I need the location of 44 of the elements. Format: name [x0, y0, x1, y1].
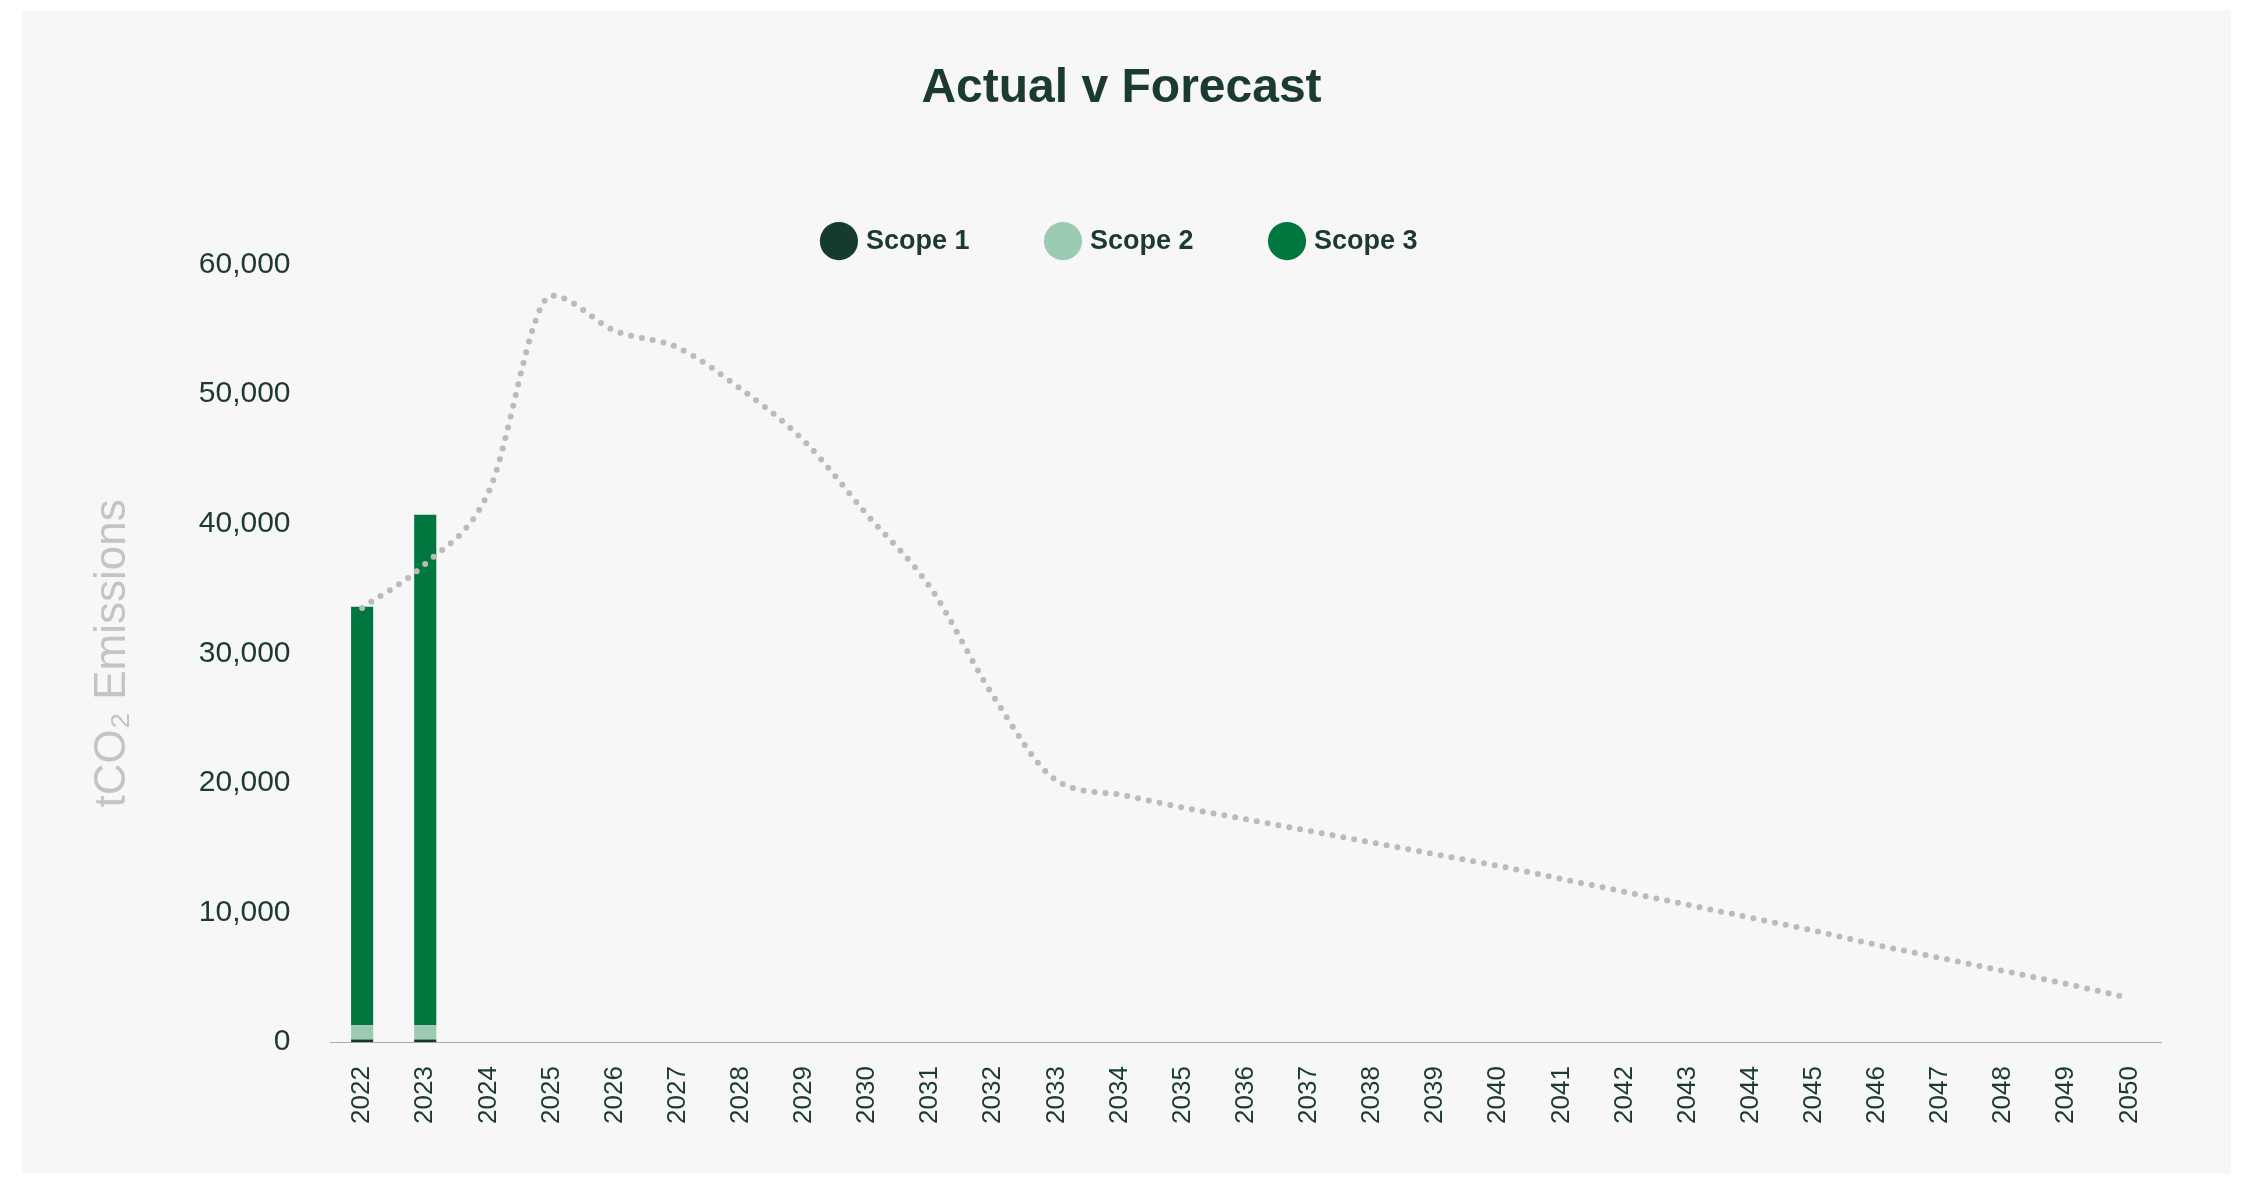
y-tick-label: 60,000 [198, 245, 291, 279]
x-tick-label: 2030 [850, 1066, 881, 1124]
x-tick-label: 2042 [1607, 1066, 1638, 1124]
x-tick-label: 2039 [1418, 1066, 1449, 1124]
x-tick-label: 2048 [1986, 1066, 2017, 1124]
y-tick-label: 0 [273, 1023, 291, 1057]
x-tick-label: 2022 [345, 1066, 376, 1124]
x-tick-label: 2025 [534, 1066, 565, 1124]
x-tick-label: 2040 [1481, 1066, 1512, 1124]
x-tick-label: 2024 [471, 1066, 502, 1124]
x-tick-label: 2029 [787, 1066, 818, 1124]
y-tick-label: 40,000 [198, 505, 291, 539]
bar [414, 514, 437, 1026]
bar [351, 606, 374, 1026]
legend-label: Scope 3 [1314, 224, 1418, 255]
x-tick-label: 2041 [1544, 1066, 1575, 1124]
y-tick-label: 30,000 [198, 634, 291, 668]
x-tick-label: 2044 [1733, 1066, 1764, 1124]
x-tick-label: 2036 [1228, 1066, 1259, 1124]
legend-label: Scope 1 [865, 224, 970, 255]
x-tick-label: 2043 [1670, 1066, 1701, 1124]
bar [351, 1025, 374, 1040]
x-tick-label: 2037 [1292, 1066, 1323, 1124]
x-tick-label: 2047 [1923, 1066, 1954, 1124]
x-tick-label: 2026 [597, 1066, 628, 1124]
x-tick-label: 2034 [1102, 1066, 1133, 1124]
chart-title: Actual v Forecast [921, 59, 1322, 113]
y-tick-label: 20,000 [198, 764, 291, 798]
y-tick-label: 10,000 [198, 893, 291, 927]
bar [414, 1025, 437, 1040]
y-tick-label: 50,000 [198, 375, 291, 409]
x-tick-label: 2033 [1039, 1066, 1070, 1124]
x-tick-label: 2045 [1797, 1066, 1828, 1124]
x-tick-label: 2038 [1355, 1066, 1386, 1124]
x-tick-label: 2046 [1860, 1066, 1891, 1124]
x-tick-label: 2031 [913, 1066, 944, 1124]
x-tick-label: 2027 [660, 1066, 691, 1124]
x-tick-label: 2049 [2049, 1066, 2080, 1124]
x-tick-label: 2032 [976, 1066, 1007, 1124]
legend-label: Scope 2 [1089, 224, 1194, 255]
x-tick-label: 2023 [408, 1066, 439, 1124]
x-tick-label: 2050 [2112, 1066, 2143, 1124]
x-tick-label: 2028 [724, 1066, 754, 1124]
x-tick-label: 2035 [1165, 1066, 1196, 1124]
